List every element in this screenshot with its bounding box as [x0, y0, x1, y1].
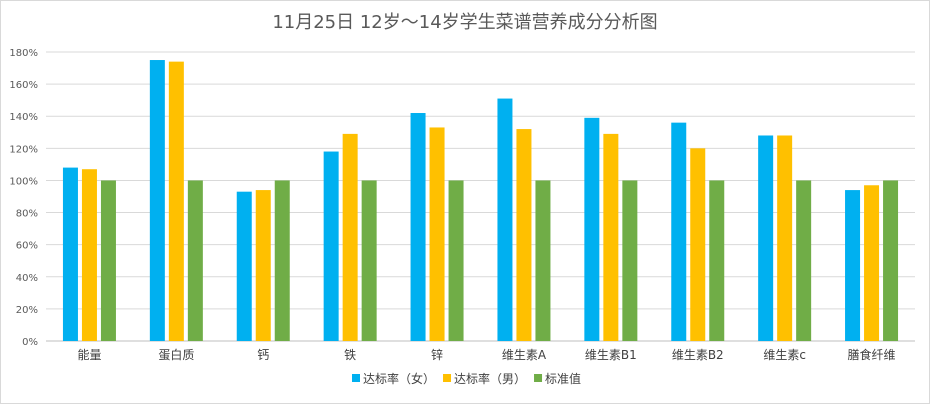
bar — [168, 61, 184, 342]
bar — [535, 180, 551, 341]
bar — [236, 191, 252, 341]
y-axis-ticks: 0% 20% 40% 60% 80% 100% 120% 140% 160% 180% — [9, 48, 38, 348]
x-tick-label: 锌 — [431, 348, 443, 362]
bar — [81, 169, 97, 341]
bar — [584, 117, 600, 341]
legend: 达标率（女） 达标率（男） 标准值 — [352, 371, 581, 386]
x-tick-label: 维生素B2 — [672, 348, 724, 362]
bar — [883, 180, 899, 341]
x-tick-label: 钙 — [257, 348, 269, 362]
bar — [100, 180, 116, 341]
bar — [448, 180, 464, 341]
x-tick-label: 维生素B1 — [585, 348, 637, 362]
legend-label: 标准值 — [545, 371, 581, 386]
bar — [274, 180, 290, 341]
legend-label: 达标率（男） — [454, 371, 526, 386]
bar — [516, 129, 532, 341]
bar — [497, 98, 513, 341]
bar — [796, 180, 812, 341]
bar — [845, 190, 861, 341]
x-tick-label: 能量 — [77, 348, 101, 362]
bar — [361, 180, 377, 341]
x-tick-label: 维生素c — [763, 348, 806, 362]
y-tick-label: 60% — [16, 241, 38, 252]
legend-swatch — [443, 374, 452, 382]
legend-label: 达标率（女） — [363, 371, 435, 386]
y-tick-label: 80% — [16, 209, 38, 220]
bar — [622, 180, 638, 341]
bar — [342, 133, 358, 341]
x-tick-label: 维生素A — [502, 348, 547, 362]
x-tick-label: 膳食纤维 — [848, 347, 896, 362]
y-tick-label: 160% — [9, 80, 38, 91]
x-tick-label: 铁 — [344, 348, 356, 362]
bars — [62, 60, 899, 342]
bar — [603, 133, 619, 341]
y-tick-label: 180% — [9, 48, 38, 59]
bar — [429, 127, 445, 341]
bar — [777, 135, 793, 341]
x-axis-labels: 能量 蛋白质 钙 铁 锌 维生素A 维生素B1 维生素B2 维生素c 膳食纤维 — [77, 347, 895, 362]
bar — [323, 151, 339, 341]
legend-swatch — [352, 374, 360, 382]
bar — [410, 113, 426, 341]
legend-swatch — [534, 374, 543, 382]
chart-title: 11月25日 12岁～14岁学生菜谱营养成分分析图 — [272, 12, 658, 33]
bar — [709, 180, 725, 341]
bar — [149, 60, 165, 342]
bar — [758, 135, 774, 341]
y-tick-label: 120% — [9, 144, 38, 155]
bar — [62, 167, 78, 341]
bar — [671, 122, 687, 342]
y-tick-label: 140% — [9, 112, 38, 123]
y-tick-label: 20% — [16, 305, 38, 316]
y-tick-label: 40% — [16, 273, 38, 284]
bar — [187, 180, 203, 341]
x-tick-label: 蛋白质 — [158, 347, 194, 362]
bar — [864, 185, 880, 341]
y-tick-label: 100% — [9, 176, 38, 187]
bar — [690, 148, 706, 341]
bar — [255, 190, 271, 341]
y-tick-label: 0% — [22, 337, 38, 348]
